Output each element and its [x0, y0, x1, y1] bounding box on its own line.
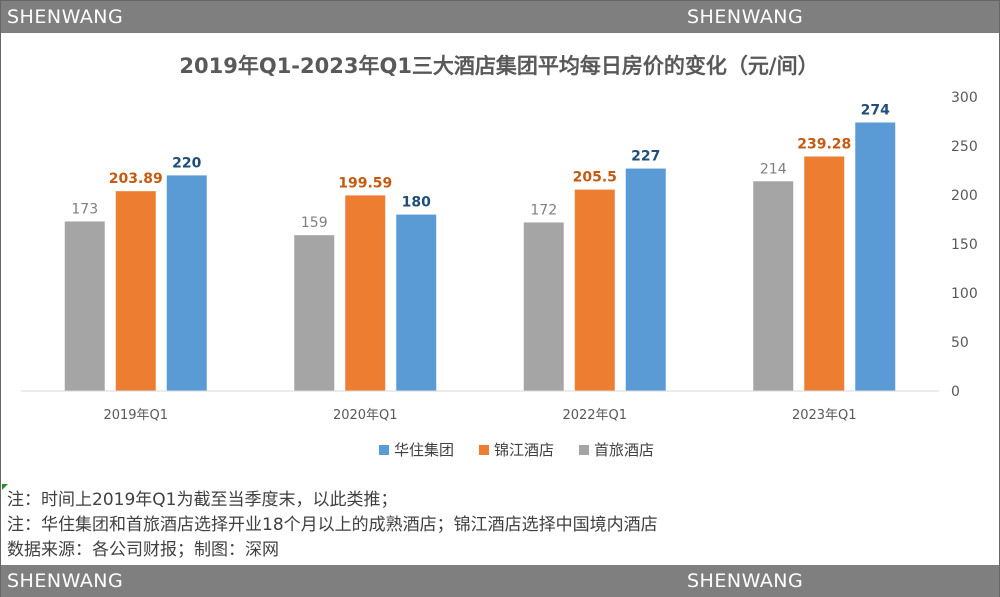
data-label: 220: [172, 155, 201, 171]
bar: [294, 235, 335, 391]
top-watermark-band: SHENWANG SHENWANG: [1, 1, 999, 33]
bar: [753, 181, 794, 391]
bar-chart: 2019年Q1-2023年Q1三大酒店集团平均每日房价的变化（元/间） 173 2…: [21, 54, 978, 459]
bar: [345, 195, 386, 391]
data-label: 159: [301, 215, 328, 231]
bar: [523, 222, 564, 391]
y-tick-label: 50: [951, 335, 969, 351]
y-tick-label: 0: [951, 384, 960, 400]
footnote-line: 注：华住集团和首旅酒店选择开业18个月以上的成熟酒店；锦江酒店选择中国境内酒店: [7, 515, 658, 535]
bar: [574, 189, 615, 391]
footnote-line: 注：时间上2019年Q1为截至当季度末，以此类推；: [7, 490, 398, 510]
watermark-text: SHENWANG: [687, 6, 804, 28]
bar: [166, 175, 207, 391]
bottom-watermark-band: SHENWANG SHENWANG: [1, 565, 999, 597]
legend: 华住集团 锦江酒店 首旅酒店: [379, 441, 654, 459]
data-label: 180: [402, 195, 431, 211]
legend-label: 首旅酒店: [594, 441, 654, 459]
y-tick-label: 150: [951, 237, 978, 253]
watermark-text: SHENWANG: [687, 570, 804, 592]
data-label: 227: [631, 149, 660, 165]
data-label: 214: [760, 161, 787, 177]
legend-label: 锦江酒店: [494, 441, 554, 459]
legend-swatch: [379, 445, 389, 455]
data-label: 199.59: [338, 175, 392, 191]
watermark-text: SHENWANG: [7, 570, 124, 592]
x-tick-label: 2019年Q1: [103, 408, 168, 423]
corner-marker: [2, 484, 8, 490]
bar: [115, 191, 156, 391]
x-tick-label: 2022年Q1: [562, 408, 627, 423]
bar: [64, 221, 105, 391]
data-label: 172: [530, 202, 557, 218]
bar: [855, 122, 896, 391]
data-label: 203.89: [109, 171, 163, 187]
y-tick-label: 250: [951, 139, 978, 155]
footnote-line: 数据来源：各公司财报；制图：深网: [7, 540, 279, 560]
legend-label: 华住集团: [394, 441, 454, 459]
y-tick-label: 300: [951, 90, 978, 106]
x-tick-label: 2020年Q1: [333, 408, 398, 423]
y-tick-label: 100: [951, 286, 978, 302]
data-label: 205.5: [573, 170, 617, 186]
watermark-text: SHENWANG: [7, 6, 124, 28]
bar: [625, 168, 666, 391]
x-tick-label: 2023年Q1: [792, 408, 857, 423]
legend-swatch: [579, 445, 589, 455]
footnotes: 注：时间上2019年Q1为截至当季度末，以此类推； 注：华住集团和首旅酒店选择开…: [7, 488, 658, 563]
data-label: 274: [861, 102, 890, 118]
data-label: 173: [71, 201, 98, 217]
data-label: 239.28: [797, 137, 851, 153]
bar: [804, 156, 845, 391]
chart-title: 2019年Q1-2023年Q1三大酒店集团平均每日房价的变化（元/间）: [179, 54, 818, 78]
legend-swatch: [479, 445, 489, 455]
bar: [396, 214, 437, 391]
y-tick-label: 200: [951, 188, 978, 204]
